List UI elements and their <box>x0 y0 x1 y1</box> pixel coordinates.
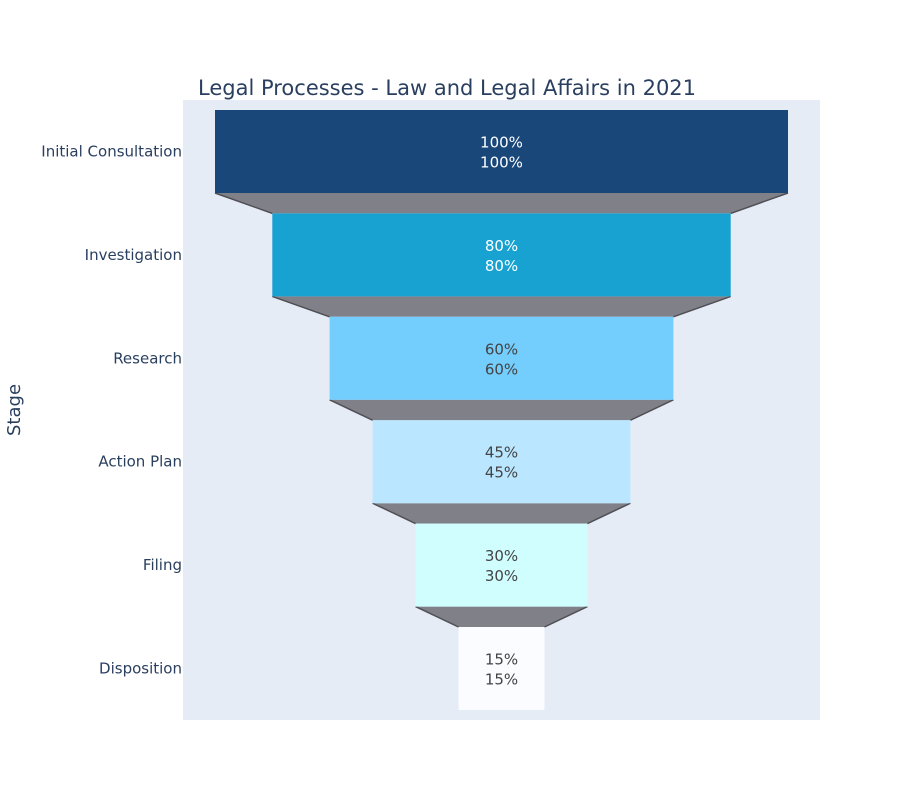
funnel-connector-edge <box>630 399 674 421</box>
funnel-bar-percent-label: 45% <box>485 464 518 482</box>
funnel-bar-labels: 100% 100% 80% 80% 60% 60% 45% 45% 30% 30% 15% 15% <box>480 134 523 689</box>
funnel-bar-percent-label: 60% <box>485 360 518 378</box>
funnel-connector <box>329 399 674 421</box>
funnel-connector-edge <box>730 192 789 215</box>
funnel-bar <box>215 110 788 193</box>
funnel-connector-edge <box>329 399 373 421</box>
funnel-bar <box>272 213 731 297</box>
funnel-bar-value-label: 60% <box>485 340 518 358</box>
funnel-bar-percent-label: 80% <box>485 257 518 275</box>
funnel-bar-value-label: 100% <box>480 134 523 152</box>
funnel-bar-value-label: 80% <box>485 237 518 255</box>
funnel-connector-edge <box>415 605 459 628</box>
funnel-bar <box>458 627 545 710</box>
funnel-bar-value-label: 15% <box>485 651 518 669</box>
funnel-connector <box>272 296 731 317</box>
y-axis-tick-labels: Initial Consultation Investigation Researc… <box>41 143 182 678</box>
funnel-connector <box>215 193 788 214</box>
funnel-bars <box>215 110 788 710</box>
funnel-bar <box>329 316 674 400</box>
y-axis-tick-label: Research <box>113 349 182 367</box>
funnel-connector-edge <box>272 295 330 318</box>
funnel-connector-edge <box>372 502 416 525</box>
funnel-bar-percent-label: 30% <box>485 567 518 585</box>
funnel-bar-value-label: 30% <box>485 547 518 565</box>
y-axis-title: Stage <box>4 384 25 436</box>
funnel-connector-edge <box>214 192 273 215</box>
funnel-bar-value-label: 45% <box>485 444 518 462</box>
y-axis-tick-label: Investigation <box>85 246 182 264</box>
funnel-connectors <box>214 192 789 628</box>
chart-title: Legal Processes - Law and Legal Affairs … <box>198 76 696 100</box>
funnel-connector-edge <box>544 605 588 628</box>
funnel-bar <box>415 523 588 607</box>
y-axis-tick-label: Filing <box>143 556 182 574</box>
funnel-connector-edge <box>673 295 731 318</box>
funnel-bar-percent-label: 15% <box>485 671 518 689</box>
y-axis-tick-label: Action Plan <box>98 453 182 471</box>
y-axis-tick-label: Initial Consultation <box>41 143 182 161</box>
y-axis-tick-label: Disposition <box>99 660 182 678</box>
funnel-connector-edge <box>587 502 631 525</box>
funnel-connector <box>372 503 631 524</box>
funnel-bar <box>372 420 631 504</box>
funnel-connector <box>415 606 588 627</box>
funnel-bar-percent-label: 100% <box>480 154 523 172</box>
